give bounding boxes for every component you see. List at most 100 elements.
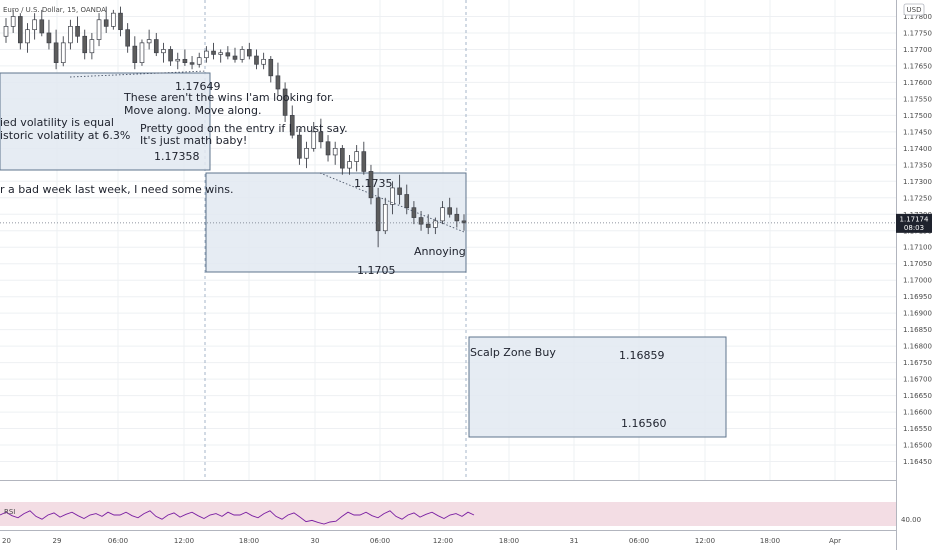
annotation-text-n6: Scalp Zone Buy: [470, 346, 556, 359]
price-tick-label: 1.16800: [903, 343, 932, 351]
price-tick-label: 1.16850: [903, 326, 932, 334]
candle-body: [153, 39, 159, 54]
candle-body: [375, 197, 381, 232]
candle-body: [447, 207, 453, 215]
time-tick-label: 18:00: [239, 537, 259, 545]
candles: [3, 6, 467, 248]
time-tick-label: 06:00: [629, 537, 649, 545]
candle-body: [125, 29, 130, 47]
time-tick-label: 12:00: [433, 537, 453, 545]
price-tick-label: 1.17400: [903, 145, 932, 153]
annotation-text-l4: 1.1705: [357, 264, 396, 277]
candle-body: [161, 49, 166, 54]
annotation-text-n1a: These aren't the wins I'am looking for.: [123, 91, 334, 104]
time-tick-label: 06:00: [370, 537, 390, 545]
price-tick-label: 1.17750: [903, 29, 932, 37]
candle-body: [239, 49, 245, 60]
annotation-text-n3b: It's just math baby!: [140, 134, 247, 147]
price-tick-label: 1.17550: [903, 95, 932, 103]
candle-body: [10, 16, 16, 27]
candle-body: [96, 19, 102, 40]
time-tick-label: Apr: [829, 537, 841, 545]
candle-body: [32, 19, 37, 31]
annotation-text-n2a: ied volatility is equal: [0, 116, 114, 129]
candle-body: [254, 55, 259, 65]
trend-line: [69, 70, 207, 78]
annotation-text-n3a: Pretty good on the entry if I must say.: [140, 122, 348, 135]
time-tick-label: 31: [570, 537, 579, 545]
annotation-text-n4: r a bad week last week, I need some wins…: [0, 183, 234, 196]
price-tick-label: 1.16450: [903, 458, 932, 466]
candle-body: [354, 151, 359, 162]
candle-body: [118, 12, 123, 31]
candle-body: [332, 147, 338, 156]
candle-body: [103, 19, 109, 27]
annotation-text-n5: Annoying: [414, 245, 466, 258]
candle-body: [433, 220, 438, 228]
candle-body: [60, 42, 66, 63]
price-tick-label: 1.16600: [903, 409, 932, 417]
candle-body: [311, 131, 317, 149]
price-axis[interactable]: [896, 0, 932, 550]
time-tick-label: 18:00: [499, 537, 519, 545]
time-tick-label: 12:00: [174, 537, 194, 545]
annotation-zone-r3[interactable]: [468, 336, 727, 438]
candle-body: [304, 147, 309, 159]
price-tick-label: 1.17600: [903, 79, 932, 87]
price-tick-label: 1.16650: [903, 392, 932, 400]
candle-body: [340, 147, 345, 169]
candle-body: [17, 16, 23, 44]
rsi-level-label: 40.00: [901, 516, 921, 524]
price-tick-label: 1.16500: [903, 442, 932, 450]
candle-body: [189, 62, 195, 65]
annotation-text-n2b: istoric volatility at 6.3%: [0, 129, 130, 142]
overlays: [0, 70, 896, 233]
candle-body: [146, 39, 152, 44]
price-tick-label: 1.16550: [903, 425, 932, 433]
currency-badge[interactable]: [903, 3, 925, 16]
price-tick-label: 1.17800: [903, 13, 932, 21]
candle-body: [425, 223, 431, 228]
price-tick-label: 1.16700: [903, 376, 932, 384]
price-tick-label: 1.17050: [903, 260, 932, 268]
candle-body: [347, 161, 352, 169]
candle-body: [111, 12, 116, 27]
annotation-zone-r1[interactable]: [0, 72, 211, 171]
candle-body: [175, 58, 181, 62]
price-tick-label: 1.16750: [903, 359, 932, 367]
candle-body: [361, 151, 367, 172]
price-countdown: 08:03: [904, 224, 924, 232]
price-tick-label: 1.16900: [903, 310, 932, 318]
time-axis-ticks: 20 29 06:00 12:00 18:00 30 06:00 12:00 18:00 31 06…: [2, 537, 841, 545]
candle-body: [382, 204, 388, 232]
candle-body: [82, 35, 88, 54]
annotation-text-n1b: Move along. Move along.: [124, 104, 261, 117]
symbol-label[interactable]: Euro / U.S. Dollar, 15, OANDA: [3, 6, 106, 14]
candle-body: [418, 217, 424, 225]
time-tick-label: 30: [311, 537, 320, 545]
candle-body: [461, 220, 467, 224]
candle-body: [397, 187, 402, 195]
candle-body: [325, 141, 331, 156]
candle-body: [261, 58, 266, 65]
candle-body: [89, 39, 95, 54]
candle-body: [404, 194, 410, 209]
time-tick-label: 18:00: [760, 537, 780, 545]
price-tick-label: 1.17300: [903, 178, 932, 186]
candle-body: [211, 50, 216, 55]
candle-body: [204, 50, 209, 59]
candle-body: [168, 49, 173, 62]
price-tick-label: 1.17450: [903, 128, 932, 136]
price-tick-label: 1.17100: [903, 244, 932, 252]
candle-body: [196, 57, 202, 65]
candle-body: [68, 26, 73, 44]
candle-body: [225, 52, 231, 57]
candle-body: [275, 75, 281, 90]
candle-body: [268, 58, 274, 77]
candle-body: [25, 29, 30, 44]
candle-body: [232, 55, 238, 60]
candle-body: [246, 49, 252, 57]
